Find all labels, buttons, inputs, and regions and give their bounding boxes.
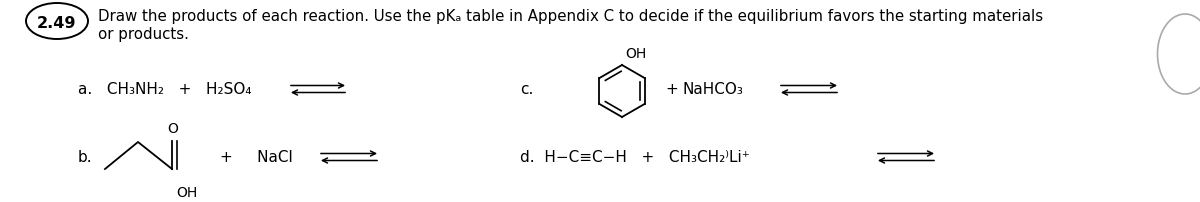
Text: O: O [168,121,179,135]
Text: c.: c. [520,82,533,97]
Text: or products.: or products. [98,26,188,41]
Text: 2.49: 2.49 [37,15,77,30]
Text: b.: b. [78,150,92,165]
Text: a.   CH₃NH₂   +   H₂SO₄: a. CH₃NH₂ + H₂SO₄ [78,82,252,97]
Text: NaHCO₃: NaHCO₃ [683,82,744,97]
Text: d.  H−C≡C−H   +   CH₃CH₂⁾Li⁺: d. H−C≡C−H + CH₃CH₂⁾Li⁺ [520,150,750,165]
Text: OH: OH [625,47,647,61]
Text: +     NaCl: + NaCl [220,150,293,165]
Text: Draw the products of each reaction. Use the pKₐ table in Appendix C to decide if: Draw the products of each reaction. Use … [98,8,1043,23]
Text: +: + [665,82,678,97]
Text: OH: OH [176,185,197,199]
